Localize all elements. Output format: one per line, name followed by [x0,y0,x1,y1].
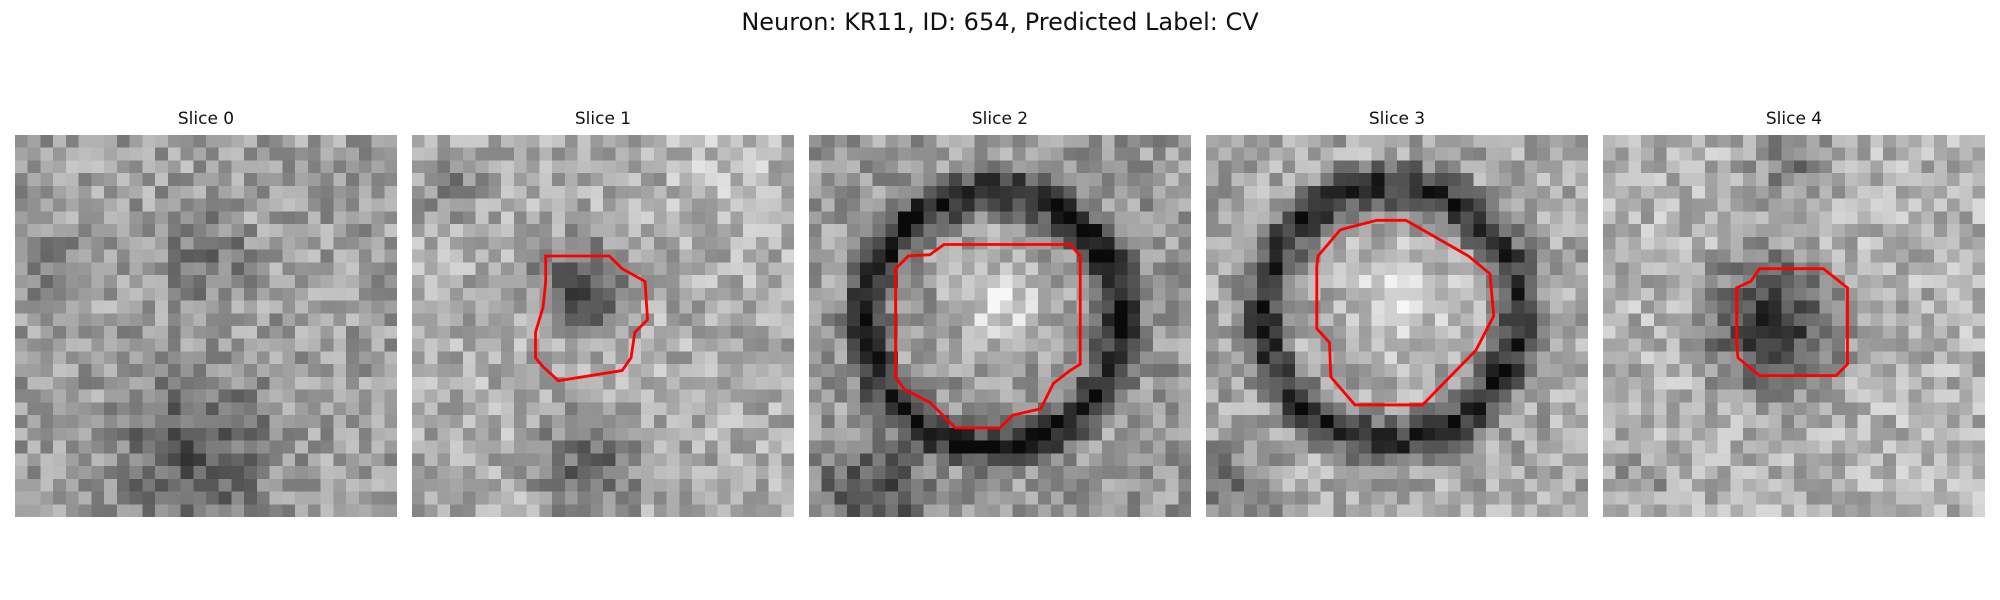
slice-2-title: Slice 2 [971,109,1029,129]
slice-2-image [809,135,1191,517]
slice-4-image [1603,135,1985,517]
slice-0-title: Slice 0 [177,109,235,129]
slice-1-title: Slice 1 [574,109,632,129]
slice-4-title: Slice 4 [1765,109,1823,129]
slice-1-image [412,135,794,517]
segmentation-contour [1735,267,1849,378]
slice-3-image [1206,135,1588,517]
slice-3-title: Slice 3 [1368,109,1426,129]
figure-title: Neuron: KR11, ID: 654, Predicted Label: … [741,8,1259,36]
segmentation-contour [1315,218,1496,407]
segmentation-contour [534,254,650,383]
slice-0-image [15,135,397,517]
segmentation-contour [894,243,1082,430]
